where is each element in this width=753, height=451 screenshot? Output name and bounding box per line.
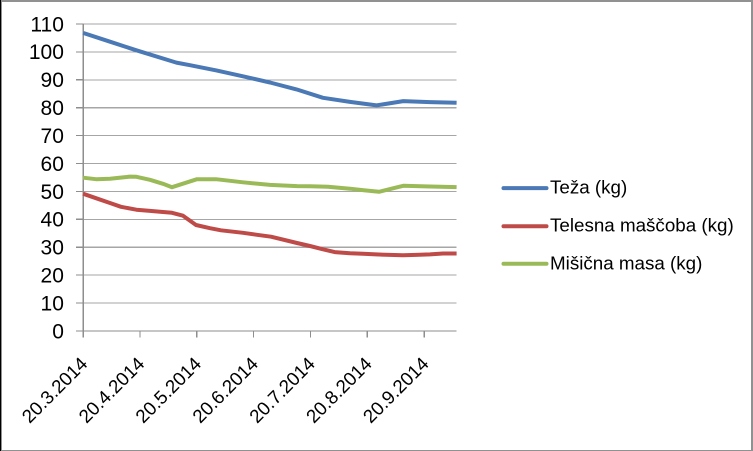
svg-text:70: 70 xyxy=(41,125,64,148)
svg-text:110: 110 xyxy=(30,13,63,36)
svg-text:50: 50 xyxy=(41,181,64,204)
svg-text:Teža (kg): Teža (kg) xyxy=(550,177,627,198)
svg-text:100: 100 xyxy=(29,41,64,64)
svg-text:80: 80 xyxy=(41,97,64,120)
svg-text:60: 60 xyxy=(41,153,64,176)
svg-text:20: 20 xyxy=(41,265,64,288)
svg-text:40: 40 xyxy=(41,209,64,232)
svg-text:30: 30 xyxy=(41,237,64,260)
svg-text:Telesna maščoba (kg): Telesna maščoba (kg) xyxy=(550,215,734,236)
svg-text:90: 90 xyxy=(41,69,64,92)
svg-text:Mišična masa (kg): Mišična masa (kg) xyxy=(550,253,702,274)
svg-text:0: 0 xyxy=(52,320,64,343)
svg-text:10: 10 xyxy=(41,292,64,315)
